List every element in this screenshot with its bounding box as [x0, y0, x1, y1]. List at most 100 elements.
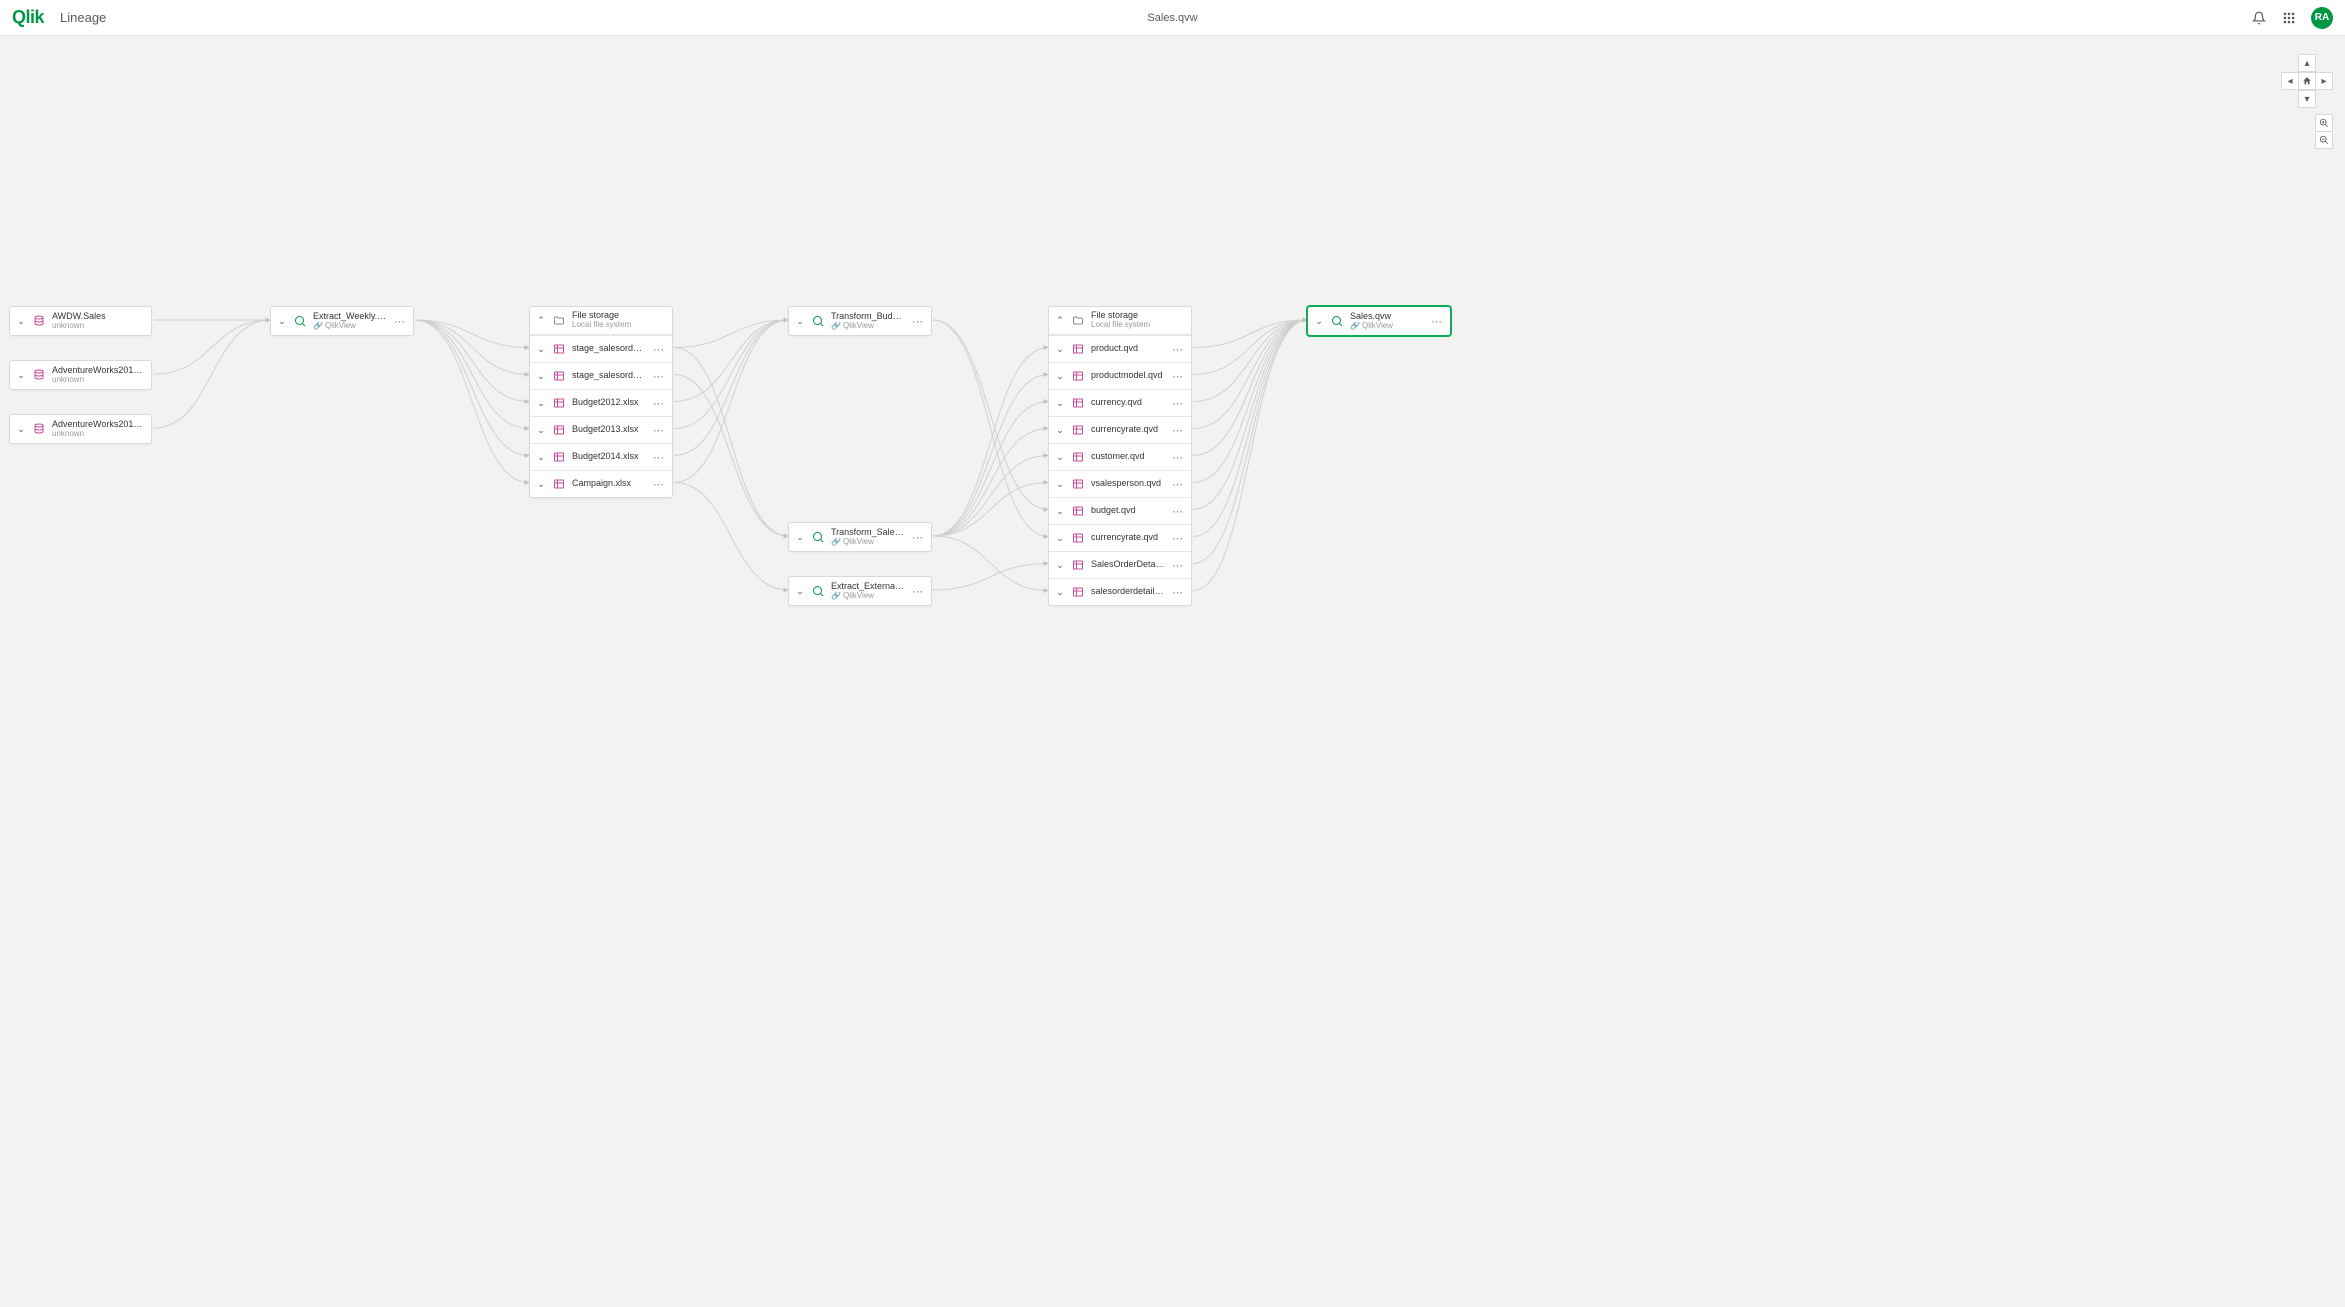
chevron-down-icon[interactable]: ⌄	[1055, 560, 1065, 570]
qvw-node[interactable]: ⌄ Extract_Weekly.qvw 🔗QlikView ⋯	[270, 306, 414, 336]
more-icon[interactable]: ⋯	[1171, 505, 1185, 518]
chevron-down-icon[interactable]: ⌄	[795, 316, 805, 326]
file-row[interactable]: ⌄Budget2012.xlsx⋯	[530, 389, 672, 416]
node-label: AWDW.Sales	[52, 312, 145, 322]
qvw-node[interactable]: ⌄ Extract_External.qvw 🔗QlikView ⋯	[788, 576, 932, 606]
chevron-up-icon[interactable]: ⌃	[1055, 316, 1065, 326]
more-icon[interactable]: ⋯	[1171, 397, 1185, 410]
more-icon[interactable]: ⋯	[1171, 586, 1185, 599]
file-row[interactable]: ⌄ budget.qvd ⋯	[1049, 497, 1191, 524]
file-row[interactable]: ⌄salesorderdetail.qvd⋯	[1049, 578, 1191, 605]
more-icon[interactable]: ⋯	[1171, 532, 1185, 545]
more-icon[interactable]: ⋯	[652, 343, 666, 356]
row-label: currencyrate.qvd	[1091, 425, 1165, 435]
nav-up-button[interactable]: ▴	[2298, 54, 2316, 72]
qlikview-icon	[293, 314, 307, 328]
qlikview-icon	[1330, 314, 1344, 328]
more-icon[interactable]: ⋯	[1171, 559, 1185, 572]
node-label: AdventureWorks2017.Sales	[52, 366, 145, 376]
chevron-down-icon[interactable]: ⌄	[1314, 316, 1324, 326]
more-icon[interactable]: ⋯	[393, 315, 407, 328]
more-icon[interactable]: ⋯	[1171, 370, 1185, 383]
chevron-down-icon[interactable]: ⌄	[1055, 371, 1065, 381]
nav-right-button[interactable]: ▸	[2315, 72, 2333, 90]
chevron-down-icon[interactable]: ⌄	[536, 344, 546, 354]
chevron-down-icon[interactable]: ⌄	[16, 424, 26, 434]
file-storage-node[interactable]: ⌃ File storage Local file system ⌄produc…	[1048, 306, 1192, 606]
file-row[interactable]: ⌄ currencyrate.qvd ⋯	[1049, 416, 1191, 443]
table-icon	[552, 396, 566, 410]
more-icon[interactable]: ⋯	[911, 531, 925, 544]
nav-down-button[interactable]: ▾	[2298, 90, 2316, 108]
zoom-out-button[interactable]	[2315, 131, 2333, 149]
file-row[interactable]: ⌄SalesOrderDetail_202…⋯	[1049, 551, 1191, 578]
file-row[interactable]: ⌄currency.qvd⋯	[1049, 389, 1191, 416]
qvw-node-selected[interactable]: ⌄ Sales.qvw 🔗QlikView ⋯	[1307, 306, 1451, 336]
qvw-node[interactable]: ⌄ Transform_Sales.qvw 🔗QlikView ⋯	[788, 522, 932, 552]
apps-grid-icon[interactable]	[2281, 10, 2297, 26]
file-row[interactable]: ⌄ vsalesperson.qvd ⋯	[1049, 470, 1191, 497]
more-icon[interactable]: ⋯	[911, 315, 925, 328]
chevron-down-icon[interactable]: ⌄	[536, 425, 546, 435]
qvw-node[interactable]: ⌄ Transform_Budget.qvw 🔗QlikView ⋯	[788, 306, 932, 336]
file-row[interactable]: ⌄productmodel.qvd⋯	[1049, 362, 1191, 389]
lineage-canvas[interactable]: ▴ ◂ ▸ ▾ ⌄ AW	[0, 36, 2345, 1307]
more-icon[interactable]: ⋯	[652, 478, 666, 491]
more-icon[interactable]: ⋯	[652, 370, 666, 383]
brand-logo[interactable]: Qlik	[12, 7, 44, 28]
node-label: Sales.qvw	[1350, 312, 1424, 322]
nav-home-button[interactable]	[2298, 72, 2316, 90]
chevron-down-icon[interactable]: ⌄	[1055, 533, 1065, 543]
chevron-down-icon[interactable]: ⌄	[1055, 452, 1065, 462]
chevron-down-icon[interactable]: ⌄	[1055, 506, 1065, 516]
more-icon[interactable]: ⋯	[652, 397, 666, 410]
more-icon[interactable]: ⋯	[1171, 343, 1185, 356]
file-row[interactable]: ⌄currencyrate.qvd⋯	[1049, 524, 1191, 551]
file-row[interactable]: ⌄product.qvd⋯	[1049, 335, 1191, 362]
source-node[interactable]: ⌄ AWDW.Sales unknown	[9, 306, 152, 336]
link-icon: 🔗	[831, 322, 841, 330]
document-title: Sales.qvw	[1147, 12, 1197, 24]
source-node[interactable]: ⌄ AdventureWorks2017.Sales unknown	[9, 360, 152, 390]
file-storage-node[interactable]: ⌃ File storage Local file system ⌄stage_…	[529, 306, 673, 498]
chevron-down-icon[interactable]: ⌄	[536, 479, 546, 489]
node-label: Extract_Weekly.qvw	[313, 312, 387, 322]
file-row[interactable]: ⌄Campaign.xlsx⋯	[530, 470, 672, 497]
chevron-down-icon[interactable]: ⌄	[1055, 344, 1065, 354]
more-icon[interactable]: ⋯	[1430, 315, 1444, 328]
chevron-down-icon[interactable]: ⌄	[1055, 398, 1065, 408]
chevron-up-icon[interactable]: ⌃	[536, 316, 546, 326]
file-row[interactable]: ⌄stage_salesorderhead…⋯	[530, 362, 672, 389]
zoom-in-button[interactable]	[2315, 114, 2333, 132]
chevron-down-icon[interactable]: ⌄	[536, 452, 546, 462]
more-icon[interactable]: ⋯	[1171, 478, 1185, 491]
more-icon[interactable]: ⋯	[911, 585, 925, 598]
file-row[interactable]: ⌄customer.qvd⋯	[1049, 443, 1191, 470]
chevron-down-icon[interactable]: ⌄	[16, 370, 26, 380]
chevron-down-icon[interactable]: ⌄	[1055, 425, 1065, 435]
row-label: vsalesperson.qvd	[1091, 479, 1165, 489]
more-icon[interactable]: ⋯	[652, 451, 666, 464]
chevron-down-icon[interactable]: ⌄	[16, 316, 26, 326]
more-icon[interactable]: ⋯	[1171, 451, 1185, 464]
chevron-down-icon[interactable]: ⌄	[536, 371, 546, 381]
node-sublabel: Local file system	[1091, 321, 1185, 330]
more-icon[interactable]: ⋯	[652, 424, 666, 437]
chevron-down-icon[interactable]: ⌄	[277, 316, 287, 326]
bell-icon[interactable]	[2251, 10, 2267, 26]
more-icon[interactable]: ⋯	[1171, 424, 1185, 437]
file-row[interactable]: ⌄stage_salesorderdetail…⋯	[530, 335, 672, 362]
avatar[interactable]: RA	[2311, 7, 2333, 29]
chevron-down-icon[interactable]: ⌄	[1055, 479, 1065, 489]
chevron-down-icon[interactable]: ⌄	[795, 532, 805, 542]
chevron-down-icon[interactable]: ⌄	[536, 398, 546, 408]
node-label: Extract_External.qvw	[831, 582, 905, 592]
file-row[interactable]: ⌄Budget2014.xlsx⋯	[530, 443, 672, 470]
file-row[interactable]: ⌄Budget2013.xlsx⋯	[530, 416, 672, 443]
source-node[interactable]: ⌄ AdventureWorks2017.Produ… unknown	[9, 414, 152, 444]
chevron-down-icon[interactable]: ⌄	[1055, 587, 1065, 597]
row-label: budget.qvd	[1091, 506, 1165, 516]
node-sublabel: 🔗QlikView	[831, 592, 905, 601]
nav-left-button[interactable]: ◂	[2281, 72, 2299, 90]
chevron-down-icon[interactable]: ⌄	[795, 586, 805, 596]
